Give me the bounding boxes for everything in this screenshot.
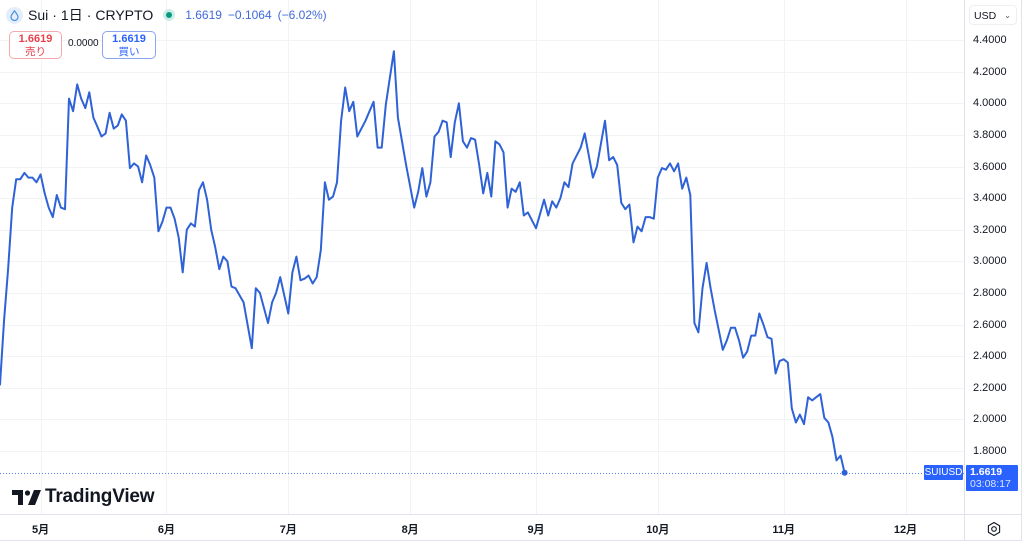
price-axis-tick-label: 4.0000 — [973, 97, 1007, 110]
price-axis-tick-label: 4.2000 — [973, 65, 1007, 78]
symbol-title-row[interactable]: Sui · 1日 · CRYPTO 1.6619 −0.1064 (−6.02%… — [6, 5, 333, 25]
interval-label[interactable]: 1日 — [60, 7, 83, 23]
symbol-price-tag: SUIUSD — [924, 465, 963, 480]
price-axis-tick-label: 3.2000 — [973, 223, 1007, 236]
price-axis-tick-label: 3.4000 — [973, 192, 1007, 205]
time-axis-tick-label: 11月 — [772, 524, 796, 536]
buy-label: 買い — [118, 45, 140, 58]
legend-change-percent: (−6.02%) — [277, 8, 327, 22]
currency-label: USD — [974, 10, 997, 22]
sui-drop-icon — [6, 6, 23, 24]
settings-gear-icon[interactable] — [986, 521, 1002, 537]
price-axis-tick-label: 2.8000 — [973, 286, 1007, 299]
price-axis-tick-label: 4.4000 — [973, 34, 1007, 47]
time-axis-tick-label: 9月 — [527, 524, 545, 536]
sell-button[interactable]: 1.6619 売り — [9, 31, 62, 59]
time-axis-tick-label: 6月 — [157, 524, 176, 536]
last-point-marker — [841, 469, 848, 476]
time-axis-tick-label: 5月 — [32, 524, 50, 536]
chart-pane[interactable]: Sui · 1日 · CRYPTO 1.6619 −0.1064 (−6.02%… — [0, 0, 964, 514]
price-axis-tick-label: 2.2000 — [973, 381, 1007, 394]
price-axis-tick-label: 2.6000 — [973, 318, 1007, 331]
spread-value: 0.0000 — [68, 38, 99, 49]
title-separator: · — [52, 7, 57, 23]
grid-lines — [0, 0, 964, 514]
currency-dropdown[interactable]: USD ⌄ — [969, 5, 1017, 25]
price-axis-tick-label: 3.8000 — [973, 128, 1007, 141]
price-axis-tick-label: 2.0000 — [973, 413, 1007, 426]
title-separator: · — [86, 7, 92, 23]
last-price-value: 1.6619 — [970, 466, 1003, 478]
tradingview-logo[interactable]: TradingView — [12, 486, 155, 508]
price-axis-tick-label: 3.0000 — [973, 255, 1007, 268]
exchange-label: CRYPTO — [95, 7, 154, 23]
last-price-label: 1.6619 03:08:17 — [966, 465, 1018, 491]
tradingview-logo-icon — [12, 489, 41, 505]
tradingview-logo-text: TradingView — [45, 486, 155, 507]
chevron-down-icon: ⌄ — [1004, 11, 1011, 20]
time-axis-tick-label: 7月 — [279, 524, 297, 536]
bar-countdown: 03:08:17 — [970, 478, 1011, 490]
time-axis-tick-label: 10月 — [646, 524, 670, 536]
buy-price: 1.6619 — [112, 32, 146, 45]
legend-change: −0.1064 — [227, 8, 272, 22]
market-open-dot-icon[interactable] — [163, 9, 176, 21]
buy-button[interactable]: 1.6619 買い — [102, 31, 156, 59]
axis-corner — [964, 514, 1022, 541]
price-axis-tick-label: 2.4000 — [973, 350, 1007, 363]
price-series-line — [0, 50, 846, 474]
price-line-chart[interactable] — [0, 0, 964, 514]
price-axis-tick-label: 1.8000 — [973, 444, 1007, 457]
sell-label: 売り — [25, 45, 46, 58]
legend-price: 1.6619 — [185, 8, 222, 22]
time-axis-tick-label: 12月 — [893, 524, 918, 536]
time-axis[interactable]: 5月 6月 7月 8月 9月 10月 11月 12月 — [0, 514, 964, 541]
price-axis[interactable]: USD ⌄ 4.4000 4.2000 4.0000 3.8000 3.6000 3.40… — [964, 0, 1022, 514]
price-axis-tick-label: 3.6000 — [973, 160, 1007, 173]
sell-price: 1.6619 — [18, 32, 53, 45]
symbol-name[interactable]: Sui — [28, 7, 49, 23]
time-axis-tick-label: 8月 — [401, 524, 419, 536]
